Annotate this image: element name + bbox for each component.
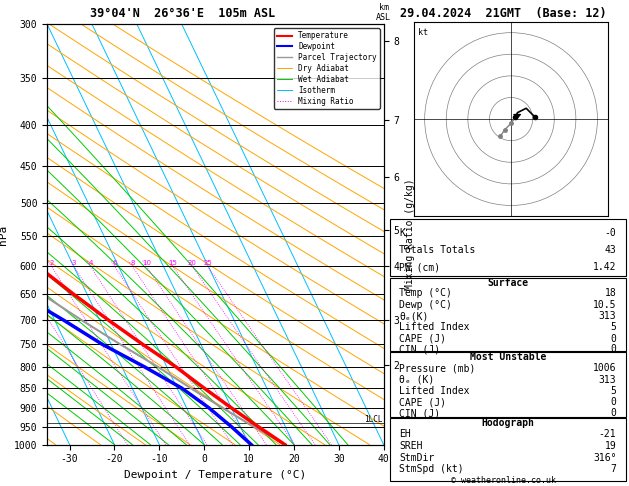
Text: 5: 5: [611, 322, 616, 332]
Text: -21: -21: [599, 430, 616, 439]
Text: K: K: [399, 228, 405, 238]
Text: 5: 5: [611, 386, 616, 396]
Text: SREH: SREH: [399, 441, 423, 451]
Text: km
ASL: km ASL: [376, 3, 391, 22]
Legend: Temperature, Dewpoint, Parcel Trajectory, Dry Adiabat, Wet Adiabat, Isotherm, Mi: Temperature, Dewpoint, Parcel Trajectory…: [274, 28, 380, 109]
Text: 43: 43: [604, 245, 616, 255]
Text: 0: 0: [611, 397, 616, 407]
Text: Totals Totals: Totals Totals: [399, 245, 476, 255]
Text: © weatheronline.co.uk: © weatheronline.co.uk: [451, 476, 555, 485]
Text: kt: kt: [418, 28, 428, 37]
Text: 29.04.2024  21GMT  (Base: 12): 29.04.2024 21GMT (Base: 12): [400, 7, 606, 20]
Text: 313: 313: [599, 375, 616, 384]
Text: PW (cm): PW (cm): [399, 262, 440, 272]
Text: 10.5: 10.5: [593, 300, 616, 310]
Text: 8: 8: [130, 260, 135, 266]
Text: Lifted Index: Lifted Index: [399, 386, 470, 396]
Text: 25: 25: [203, 260, 212, 266]
Text: 20: 20: [188, 260, 197, 266]
Text: 316°: 316°: [593, 452, 616, 463]
Text: Most Unstable: Most Unstable: [470, 352, 546, 362]
Bar: [390, 417, 626, 481]
X-axis label: Dewpoint / Temperature (°C): Dewpoint / Temperature (°C): [125, 470, 306, 480]
Text: StmSpd (kt): StmSpd (kt): [399, 464, 464, 474]
Text: 10: 10: [142, 260, 151, 266]
Text: 39°04'N  26°36'E  105m ASL: 39°04'N 26°36'E 105m ASL: [90, 7, 275, 20]
Text: 15: 15: [169, 260, 177, 266]
Text: Temp (°C): Temp (°C): [399, 289, 452, 298]
Text: 0: 0: [611, 408, 616, 418]
Text: 0: 0: [611, 345, 616, 354]
Text: 1006: 1006: [593, 364, 616, 373]
Text: 19: 19: [604, 441, 616, 451]
Text: CIN (J): CIN (J): [399, 345, 440, 354]
Text: -0: -0: [604, 228, 616, 238]
Text: StmDir: StmDir: [399, 452, 435, 463]
Text: Lifted Index: Lifted Index: [399, 322, 470, 332]
Bar: [390, 219, 626, 277]
Text: 2: 2: [49, 260, 53, 266]
Text: 7: 7: [611, 464, 616, 474]
Bar: [390, 352, 626, 417]
Text: 18: 18: [604, 289, 616, 298]
Text: 0: 0: [611, 333, 616, 344]
Text: EH: EH: [399, 430, 411, 439]
Text: 1LCL: 1LCL: [364, 415, 382, 424]
Y-axis label: hPa: hPa: [0, 225, 8, 244]
Text: 1.42: 1.42: [593, 262, 616, 272]
Text: 313: 313: [599, 311, 616, 321]
Text: Dewp (°C): Dewp (°C): [399, 300, 452, 310]
Text: 3: 3: [72, 260, 76, 266]
Text: 4: 4: [88, 260, 92, 266]
Text: CIN (J): CIN (J): [399, 408, 440, 418]
Text: θₑ(K): θₑ(K): [399, 311, 429, 321]
Text: CAPE (J): CAPE (J): [399, 333, 447, 344]
Text: Surface: Surface: [487, 278, 528, 288]
Text: CAPE (J): CAPE (J): [399, 397, 447, 407]
Text: 6: 6: [113, 260, 117, 266]
Bar: [390, 278, 626, 351]
Text: θₑ (K): θₑ (K): [399, 375, 435, 384]
Y-axis label: Mixing Ratio (g/kg): Mixing Ratio (g/kg): [405, 179, 415, 290]
Text: Hodograph: Hodograph: [481, 418, 535, 428]
Text: Pressure (mb): Pressure (mb): [399, 364, 476, 373]
